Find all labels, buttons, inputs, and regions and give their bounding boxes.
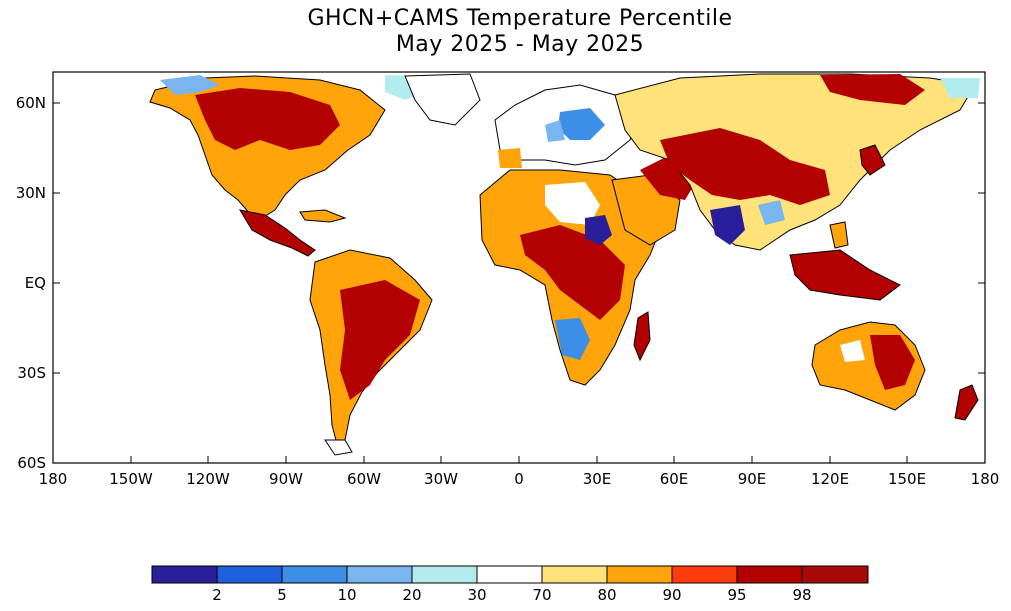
india-cold-region: [710, 205, 745, 245]
title-block: GHCN+CAMS Temperature Percentile May 202…: [0, 6, 1011, 58]
iberia-warm: [498, 148, 522, 168]
africa-hot-region: [520, 225, 625, 320]
lon-label-180w: 180: [39, 470, 68, 488]
longitude-labels: 180 150W 120W 90W 60W 30W 0 30E 60E 90E …: [39, 470, 1000, 488]
lon-label-150w: 150W: [109, 470, 153, 488]
lon-label-30e: 30E: [583, 470, 612, 488]
lon-label-120w: 120W: [186, 470, 230, 488]
korea-japan: [859, 144, 886, 176]
colorbar-label-10: 10: [337, 586, 356, 604]
lat-label-60s: 60S: [17, 454, 46, 472]
australia-hot-region: [870, 335, 915, 390]
colorbar-label-20: 20: [402, 586, 421, 604]
madagascar: [633, 311, 651, 362]
caribbean-islands: [299, 209, 347, 223]
map-regions: [149, 73, 980, 456]
europe-cold-region: [558, 108, 605, 140]
colorbar-swatch-7: [607, 566, 672, 583]
asia-cool-patch: [758, 200, 785, 225]
lon-label-120e: 120E: [811, 470, 849, 488]
south-america-hot-region: [340, 280, 420, 400]
lat-label-eq: EQ: [25, 274, 46, 292]
colorbar-swatch-0: [152, 566, 217, 583]
greenland-landmass: [404, 73, 481, 126]
chart-title: GHCN+CAMS Temperature Percentile: [307, 6, 733, 31]
colorbar-border: [151, 565, 869, 584]
colorbar-swatch-2: [282, 566, 347, 583]
southern-africa-cold-patch: [555, 318, 590, 360]
colorbar-swatch-9: [737, 566, 802, 583]
lon-label-150e: 150E: [888, 470, 926, 488]
north-america-cold-patch: [160, 75, 220, 95]
southern-tip-america: [324, 439, 353, 456]
lat-label-30n: 30N: [16, 184, 46, 202]
colorbar-label-95: 95: [727, 586, 746, 604]
lon-label-0: 0: [514, 470, 524, 488]
colorbar-swatch-5: [477, 566, 542, 583]
colorbar-swatch-10: [802, 566, 868, 583]
lon-label-30w: 30W: [424, 470, 458, 488]
lat-label-60n: 60N: [16, 94, 46, 112]
colorbar-label-90: 90: [662, 586, 681, 604]
lon-label-90w: 90W: [269, 470, 303, 488]
philippines: [829, 221, 849, 249]
axis-ticks: [53, 102, 985, 463]
colorbar-swatch-1: [217, 566, 282, 583]
europe-cool-fringe: [545, 120, 565, 142]
lon-label-60e: 60E: [660, 470, 689, 488]
chart-subtitle: May 2025 - May 2025: [395, 32, 645, 57]
lon-label-60w: 60W: [347, 470, 381, 488]
central-america-landmass: [238, 209, 316, 257]
colorbar: 2 5 10 20 30 70 80 90 95 98: [151, 565, 869, 604]
colorbar-label-70: 70: [532, 586, 551, 604]
colorbar-swatch-8: [672, 566, 737, 583]
colorbar-swatch-4: [412, 566, 477, 583]
colorbar-swatch-6: [542, 566, 607, 583]
new-zealand: [954, 384, 979, 421]
australia-neutral-patch: [840, 340, 865, 362]
colorbar-swatch-3: [347, 566, 412, 583]
latitude-labels: 60N 30N EQ 30S 60S: [16, 94, 46, 472]
north-america-hot-region: [195, 88, 340, 150]
lon-label-180e: 180: [971, 470, 1000, 488]
lat-label-30s: 30S: [17, 364, 46, 382]
southeast-asia-islands: [789, 249, 901, 301]
colorbar-label-80: 80: [597, 586, 616, 604]
lon-label-90e: 90E: [738, 470, 767, 488]
colorbar-label-98: 98: [792, 586, 811, 604]
sahara-neutral: [545, 182, 600, 225]
sudan-cold-patch: [585, 215, 612, 245]
central-asia-hot-region: [660, 128, 830, 205]
siberia-hot-region: [820, 74, 925, 105]
arctic-asia-cold: [940, 78, 980, 98]
colorbar-label-5: 5: [277, 586, 287, 604]
colorbar-label-30: 30: [467, 586, 486, 604]
colorbar-label-2: 2: [212, 586, 222, 604]
